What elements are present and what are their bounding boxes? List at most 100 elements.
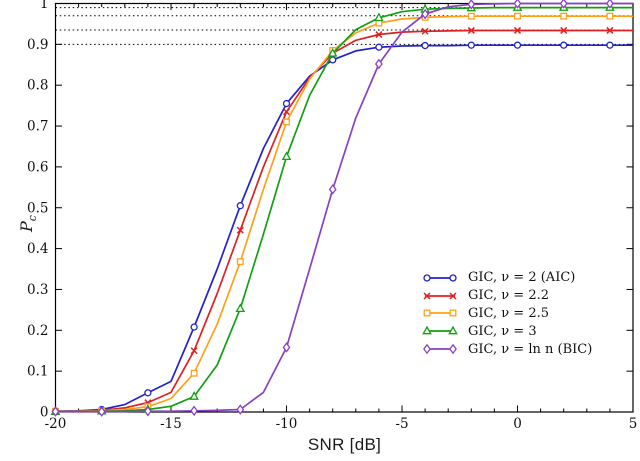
legend: GIC, ν = 2 (AIC) GIC, ν = 2.2 GIC, ν = 2.5… bbox=[421, 269, 592, 358]
data-point-marker-circle bbox=[467, 41, 475, 49]
data-point-marker-diamond bbox=[559, 0, 568, 9]
data-point-marker-triangle bbox=[422, 325, 432, 335]
x-axis-label-text: SNR [dB] bbox=[307, 435, 382, 454]
data-point-marker-x bbox=[282, 108, 291, 116]
data-point-marker-square bbox=[514, 12, 521, 20]
data-point-marker-square bbox=[423, 310, 431, 317]
data-point-marker-x bbox=[423, 292, 431, 300]
data-point-marker-triangle bbox=[235, 303, 246, 312]
data-point-marker-circle bbox=[606, 41, 614, 49]
data-point-marker-square bbox=[190, 369, 198, 377]
y-axis-label-base: P bbox=[17, 221, 36, 232]
series-0 bbox=[51, 41, 633, 415]
data-point-marker-x bbox=[467, 26, 475, 34]
data-point-marker-triangle bbox=[189, 391, 199, 400]
data-point-marker-triangle bbox=[374, 12, 384, 22]
legend-item-1: GIC, ν = 2.2 bbox=[421, 287, 592, 305]
legend-item-4: GIC, ν = ln n (BIC) bbox=[421, 340, 592, 358]
data-point-marker-triangle bbox=[448, 325, 458, 335]
x-tick-label: 5 bbox=[629, 416, 638, 432]
data-point-marker-diamond bbox=[374, 58, 383, 70]
data-point-marker-square bbox=[283, 118, 290, 126]
data-point-marker-circle bbox=[560, 41, 568, 49]
x-tick-label: -10 bbox=[276, 416, 298, 432]
series-line-3 bbox=[55, 6, 633, 413]
y-tick-label: 0.4 bbox=[27, 241, 48, 257]
legend-label: GIC, ν = 2.5 bbox=[468, 305, 550, 321]
data-point-marker-diamond bbox=[190, 405, 199, 417]
y-axis-label-subscript: c bbox=[26, 215, 40, 222]
y-tick-label: 0.1 bbox=[27, 364, 48, 380]
data-point-marker-triangle bbox=[281, 151, 292, 161]
legend-label: GIC, ν = ln n (BIC) bbox=[468, 341, 593, 357]
data-point-marker-triangle bbox=[327, 47, 338, 57]
data-point-marker-diamond bbox=[421, 8, 430, 20]
data-point-marker-circle bbox=[190, 323, 198, 331]
data-point-marker-diamond bbox=[236, 404, 245, 415]
series-line-0 bbox=[55, 44, 633, 413]
data-point-marker-circle bbox=[449, 274, 457, 282]
y-tick-labels: 0 0.1 0.2 0.3 0.4 0.5 0.6 0.7 0.8 0.9 1 bbox=[27, 0, 48, 421]
data-point-marker-diamond bbox=[97, 406, 106, 417]
data-point-marker-x bbox=[513, 26, 522, 34]
data-point-marker-square bbox=[467, 12, 475, 20]
data-point-marker-x bbox=[449, 292, 457, 300]
data-point-marker-diamond bbox=[328, 184, 337, 195]
data-point-marker-circle bbox=[144, 389, 152, 397]
legend-sample-triangle bbox=[422, 325, 458, 335]
data-point-marker-diamond bbox=[51, 406, 60, 417]
x-tick-label: -15 bbox=[160, 416, 182, 432]
legend-item-2: GIC, ν = 2.5 bbox=[421, 305, 592, 323]
data-point-marker-x bbox=[606, 26, 614, 34]
legend-sample-square bbox=[423, 310, 457, 317]
data-point-marker-x bbox=[560, 26, 568, 34]
data-point-marker-diamond bbox=[423, 343, 431, 355]
data-point-marker-diamond bbox=[282, 342, 291, 353]
x-axis-label: SNR [dB] bbox=[56, 435, 633, 455]
legend-item-0: GIC, ν = 2 (AIC) bbox=[421, 269, 592, 287]
data-point-marker-square bbox=[606, 12, 614, 20]
y-axis-label: Pc bbox=[17, 215, 39, 232]
data-point-marker-circle bbox=[282, 99, 291, 108]
data-point-marker-square bbox=[375, 19, 383, 27]
x-tick-label: -5 bbox=[395, 416, 408, 432]
legend-item-3: GIC, ν = 3 bbox=[421, 322, 592, 340]
x-tick-label: 0 bbox=[513, 416, 522, 432]
legend-sample-circle bbox=[423, 274, 457, 282]
series-4 bbox=[51, 0, 633, 417]
data-point-marker-diamond bbox=[605, 0, 614, 9]
legend-sample-diamond bbox=[423, 343, 457, 355]
data-point-marker-square bbox=[560, 12, 568, 20]
data-point-marker-diamond bbox=[467, 0, 476, 10]
data-point-marker-circle bbox=[236, 202, 244, 210]
legend-label: GIC, ν = 2.2 bbox=[468, 288, 550, 304]
y-tick-label: 0.6 bbox=[27, 159, 48, 175]
data-point-marker-square bbox=[236, 258, 244, 266]
series-line-1 bbox=[55, 29, 633, 413]
data-point-marker-x bbox=[421, 27, 429, 35]
y-tick-label: 0.3 bbox=[27, 282, 48, 298]
data-point-marker-circle bbox=[421, 41, 429, 50]
data-point-marker-x bbox=[375, 31, 383, 39]
y-tick-label: 1 bbox=[40, 0, 49, 12]
y-tick-label: 0.7 bbox=[27, 119, 48, 135]
data-point-marker-circle bbox=[513, 41, 522, 49]
data-point-marker-diamond bbox=[513, 0, 522, 9]
legend-sample-x bbox=[423, 292, 457, 300]
data-point-marker-diamond bbox=[449, 343, 457, 355]
y-tick-label: 0.9 bbox=[27, 37, 48, 53]
legend-label: GIC, ν = 2 (AIC) bbox=[468, 270, 576, 286]
x-tick-labels: -20 -15 -10 -5 0 5 bbox=[45, 416, 638, 432]
asymptote-dotted-lines bbox=[55, 7, 633, 45]
data-point-marker-circle bbox=[375, 43, 383, 51]
y-tick-label: 0 bbox=[40, 405, 49, 421]
y-tick-label: 0.5 bbox=[27, 200, 48, 216]
data-point-marker-circle bbox=[423, 274, 431, 282]
legend-label: GIC, ν = 3 bbox=[468, 323, 537, 339]
y-tick-label: 0.8 bbox=[27, 78, 48, 94]
data-point-marker-square bbox=[449, 310, 457, 317]
x-tick-label: -20 bbox=[45, 416, 67, 432]
data-point-marker-x bbox=[190, 347, 198, 355]
